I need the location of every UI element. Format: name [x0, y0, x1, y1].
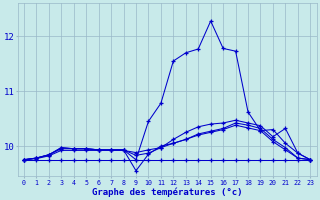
X-axis label: Graphe des températures (°c): Graphe des températures (°c) [92, 187, 242, 197]
